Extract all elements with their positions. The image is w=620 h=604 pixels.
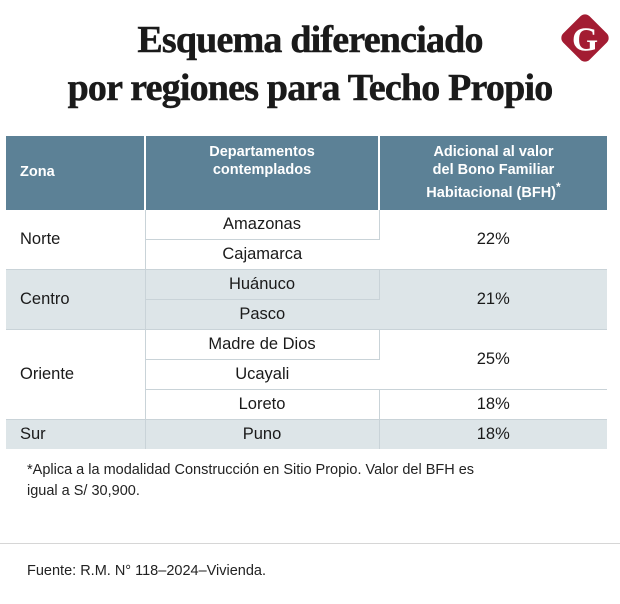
svg-text:G: G [572,21,598,58]
